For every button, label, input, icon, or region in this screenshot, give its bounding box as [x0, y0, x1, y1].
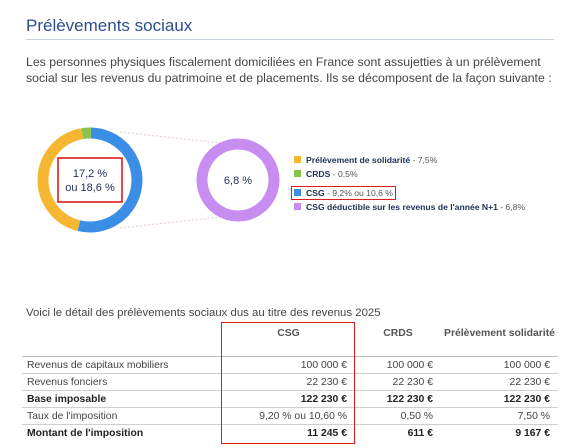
- cell-crds: 0,50 %: [355, 407, 441, 425]
- donut-slice-1: [37, 128, 84, 232]
- prelevements-table: CSG CRDS Prélèvement solidarité Revenus …: [22, 324, 558, 441]
- row-label: Revenus fonciers: [22, 373, 222, 391]
- cell-csg: 9,20 % ou 10,60 %: [222, 407, 355, 425]
- csg-column-highlight-box: [221, 322, 355, 444]
- cell-crds: 122 230 €: [355, 390, 441, 408]
- row-label: Base imposable: [22, 390, 222, 408]
- legend-swatch: [294, 170, 301, 178]
- legend-swatch: [294, 202, 301, 210]
- table-row: Revenus fonciers 22 230 € 22 230 € 22 23…: [22, 373, 558, 391]
- donut-chart-deductible: [196, 138, 280, 222]
- total-rate-highlight-box: [57, 157, 123, 203]
- cell-csg: 100 000 €: [222, 356, 355, 374]
- row-label: Taux de l'imposition: [22, 407, 222, 425]
- legend-value: - 9,2% ou 10,6 %: [324, 187, 393, 198]
- legend-label: CRDS: [306, 169, 331, 180]
- donut-slice-2: [81, 127, 92, 140]
- legend-label: CSG déductible sur les revenus de l'anné…: [306, 201, 498, 212]
- page-title: Prélèvements sociaux: [26, 16, 193, 35]
- legend-value: - 7,5%: [410, 155, 438, 165]
- intro-text: Les personnes physiques fiscalement domi…: [26, 55, 552, 85]
- cell-csg: 22 230 €: [222, 373, 355, 391]
- cell-csg: 122 230 €: [222, 390, 355, 408]
- table-row: Base imposable 122 230 € 122 230 € 122 2…: [22, 390, 558, 408]
- row-label: Revenus de capitaux mobiliers: [22, 356, 222, 374]
- title-divider: [26, 39, 554, 40]
- table-header-crds: CRDS: [355, 324, 441, 357]
- connector-line-1: [119, 215, 231, 229]
- table-header-prelevement: Prélèvement solidarité: [441, 324, 558, 357]
- legend-value: - 0,5%: [330, 169, 358, 180]
- legend-swatch: [294, 188, 301, 196]
- cell-prelevement: 100 000 €: [441, 356, 558, 374]
- legend-item-crds: CRDS - 0,5%: [294, 168, 525, 181]
- table-header-csg: CSG: [222, 324, 355, 357]
- donut-center-label-1: 17,2 %: [73, 168, 107, 180]
- donut-center-label-deductible: 6,8 %: [224, 175, 252, 187]
- cell-prelevement: 9 167 €: [441, 424, 558, 441]
- table-intro: Voici le détail des prélèvements sociaux…: [26, 307, 381, 319]
- cell-prelevement: 22 230 €: [441, 373, 558, 391]
- legend-swatch: [294, 156, 301, 163]
- table-header-empty: [22, 324, 222, 357]
- cell-prelevement: 7,50 %: [441, 407, 558, 425]
- table-row: Revenus de capitaux mobiliers 100 000 € …: [22, 356, 558, 374]
- table-row: Taux de l'imposition 9,20 % ou 10,60 % 0…: [22, 407, 558, 425]
- chart-legend: Prélèvement de solidarité - 7,5% CRDS - …: [291, 154, 525, 215]
- connector-line-0: [119, 131, 231, 145]
- donut-slice-0: [77, 127, 143, 233]
- donut-charts: 17,2 % ou 18,6 % 6,8 %: [37, 127, 280, 233]
- legend-label: Prélèvement de solidarité: [306, 155, 411, 165]
- row-label: Montant de l'imposition: [22, 424, 222, 441]
- legend-row-csg: CSG - 9,2% ou 10,6 %: [291, 183, 525, 201]
- legend-item-csg: CSG - 9,2% ou 10,6 %: [291, 185, 396, 200]
- cell-prelevement: 122 230 €: [441, 390, 558, 408]
- cell-crds: 611 €: [355, 424, 441, 441]
- legend-value: - 6,8%: [497, 201, 526, 212]
- cell-csg: 11 245 €: [222, 424, 355, 441]
- cell-crds: 22 230 €: [355, 373, 441, 391]
- chart-connector-lines: [119, 131, 231, 229]
- donut-center-label-2: ou 18,6 %: [65, 182, 115, 194]
- donut-chart-total: [37, 127, 143, 233]
- legend-item-csg-deductible: CSG déductible sur les revenus de l'anné…: [294, 201, 525, 214]
- legend-label: CSG: [306, 187, 325, 198]
- table-row: Montant de l'imposition 11 245 € 611 € 9…: [22, 424, 558, 441]
- donut-slice-0: [196, 138, 280, 222]
- legend-item-solidarite: Prélèvement de solidarité - 7,5%: [294, 154, 525, 167]
- cell-crds: 100 000 €: [355, 356, 441, 374]
